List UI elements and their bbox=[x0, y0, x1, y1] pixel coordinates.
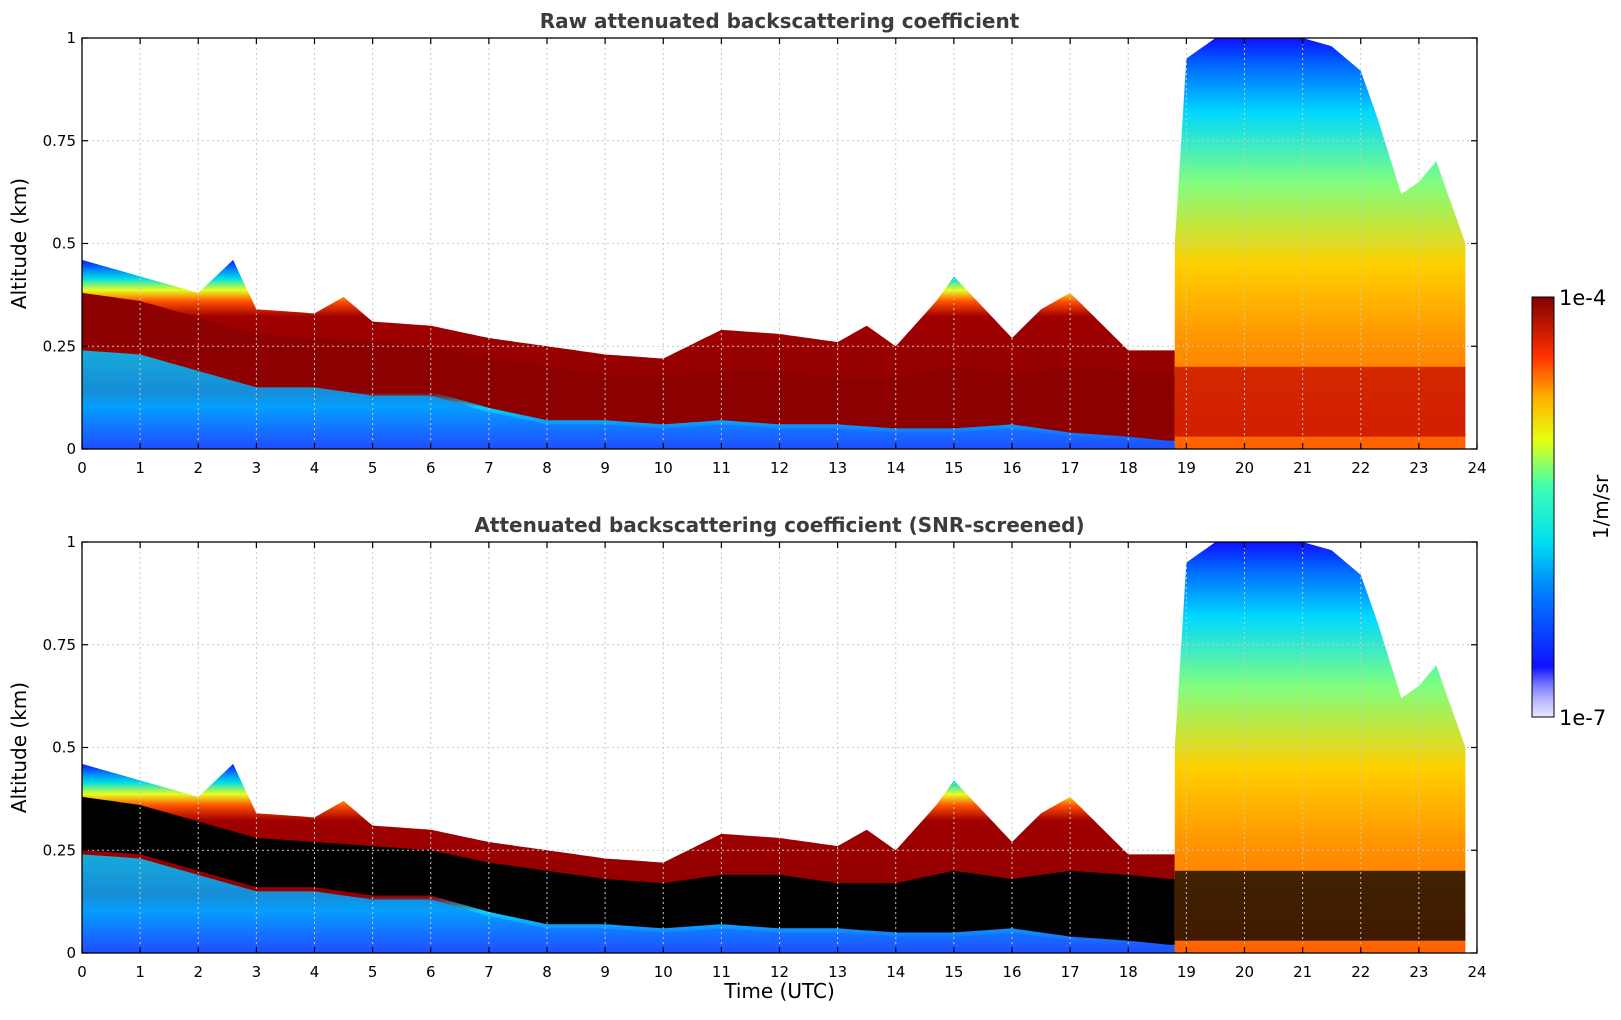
x-tick-label: 3 bbox=[252, 459, 262, 477]
x-tick-label: 1 bbox=[135, 963, 145, 981]
y-axis: 0 0.25 0.5 0.75 1 bbox=[43, 533, 1477, 962]
x-tick-label: 0 bbox=[77, 963, 87, 981]
x-tick-label: 21 bbox=[1293, 459, 1312, 477]
x-tick-label: 13 bbox=[828, 963, 847, 981]
y-axis-label: Altitude (km) bbox=[7, 682, 31, 813]
x-tick-label: 10 bbox=[654, 459, 673, 477]
y-tick-label: 0 bbox=[66, 440, 76, 458]
surface-layer bbox=[82, 854, 1175, 953]
x-tick-label: 4 bbox=[310, 459, 320, 477]
y-tick-label: 1 bbox=[66, 29, 76, 47]
raw-backscatter-panel: 0 1 2 3 4 5 6 7 8 9 10 11 12 13 14 15 16 17 18 19 20 21 22 23 24… bbox=[7, 9, 1487, 477]
y-tick-label: 0.75 bbox=[43, 132, 76, 150]
x-tick-label: 15 bbox=[944, 459, 963, 477]
x-tick-label: 0 bbox=[77, 459, 87, 477]
x-tick-label: 18 bbox=[1119, 459, 1138, 477]
x-tick-label: 17 bbox=[1061, 459, 1080, 477]
x-tick-label: 11 bbox=[712, 459, 731, 477]
x-tick-label: 16 bbox=[1002, 459, 1021, 477]
x-tick-label: 7 bbox=[484, 963, 494, 981]
y-tick-label: 0.25 bbox=[43, 841, 76, 859]
grid-lines bbox=[82, 542, 1477, 953]
y-axis-label: Altitude (km) bbox=[7, 178, 31, 309]
x-tick-label: 14 bbox=[886, 963, 905, 981]
x-tick-label: 19 bbox=[1177, 963, 1196, 981]
x-tick-label: 12 bbox=[770, 963, 789, 981]
x-tick-label: 23 bbox=[1409, 459, 1428, 477]
x-tick-label: 15 bbox=[944, 963, 963, 981]
x-tick-label: 22 bbox=[1351, 963, 1370, 981]
x-tick-label: 6 bbox=[426, 963, 436, 981]
surface-layer bbox=[82, 350, 1175, 449]
y-tick-label: 0.5 bbox=[52, 235, 76, 253]
x-tick-label: 2 bbox=[193, 459, 203, 477]
x-tick-label: 16 bbox=[1002, 963, 1021, 981]
x-axis-label: Time (UTC) bbox=[723, 979, 835, 1003]
x-tick-label: 22 bbox=[1351, 459, 1370, 477]
snr-screened-panel: 0 1 2 3 4 5 6 7 8 9 10 11 12 13 14 15 16 17 18 19 20 21 22 23 24… bbox=[7, 513, 1487, 1003]
colorbar-unit-label: 1/m/sr bbox=[1589, 474, 1613, 539]
x-tick-label: 18 bbox=[1119, 963, 1138, 981]
x-tick-label: 7 bbox=[484, 459, 494, 477]
x-tick-label: 19 bbox=[1177, 459, 1196, 477]
x-tick-label: 2 bbox=[193, 963, 203, 981]
strong-layer bbox=[82, 292, 1175, 441]
x-tick-label: 20 bbox=[1235, 459, 1254, 477]
x-tick-label: 9 bbox=[600, 459, 610, 477]
colorbar: 1e-4 1e-7 1/m/sr bbox=[1531, 286, 1613, 730]
screened-layer bbox=[82, 796, 1175, 945]
x-tick-label: 24 bbox=[1467, 459, 1486, 477]
x-tick-label: 11 bbox=[712, 963, 731, 981]
colorbar-max-label: 1e-4 bbox=[1559, 286, 1606, 310]
x-tick-label: 24 bbox=[1467, 963, 1486, 981]
x-tick-label: 8 bbox=[542, 963, 552, 981]
x-tick-label: 12 bbox=[770, 459, 789, 477]
cloud-base-layer bbox=[1174, 870, 1466, 941]
x-tick-label: 13 bbox=[828, 459, 847, 477]
x-axis: 0 1 2 3 4 5 6 7 8 9 10 11 12 13 14 15 16 17 18 19 20 21 22 23 24 bbox=[77, 542, 1487, 981]
colorbar-min-label: 1e-7 bbox=[1559, 706, 1606, 730]
cloud-base-layer bbox=[1174, 366, 1466, 437]
colorbar-ramp bbox=[1531, 296, 1555, 718]
grid-lines bbox=[82, 38, 1477, 449]
y-tick-label: 0.25 bbox=[43, 337, 76, 355]
y-tick-label: 0.75 bbox=[43, 636, 76, 654]
x-tick-label: 9 bbox=[600, 963, 610, 981]
x-tick-label: 4 bbox=[310, 963, 320, 981]
chart-title: Raw attenuated backscattering coefficien… bbox=[540, 9, 1020, 33]
x-tick-label: 5 bbox=[368, 963, 378, 981]
x-tick-label: 3 bbox=[252, 963, 262, 981]
y-tick-label: 1 bbox=[66, 533, 76, 551]
x-tick-label: 8 bbox=[542, 459, 552, 477]
y-tick-label: 0.5 bbox=[52, 739, 76, 757]
x-tick-label: 10 bbox=[654, 963, 673, 981]
y-axis: 0 0.25 0.5 0.75 1 bbox=[43, 29, 1477, 458]
x-tick-label: 20 bbox=[1235, 963, 1254, 981]
x-tick-label: 1 bbox=[135, 459, 145, 477]
x-tick-label: 6 bbox=[426, 459, 436, 477]
x-tick-label: 23 bbox=[1409, 963, 1428, 981]
x-tick-label: 17 bbox=[1061, 963, 1080, 981]
y-tick-label: 0 bbox=[66, 944, 76, 962]
x-tick-label: 14 bbox=[886, 459, 905, 477]
x-axis: 0 1 2 3 4 5 6 7 8 9 10 11 12 13 14 15 16 17 18 19 20 21 22 23 24 bbox=[77, 38, 1487, 477]
chart-title: Attenuated backscattering coefficient (S… bbox=[474, 513, 1084, 537]
x-tick-label: 5 bbox=[368, 459, 378, 477]
x-tick-label: 21 bbox=[1293, 963, 1312, 981]
